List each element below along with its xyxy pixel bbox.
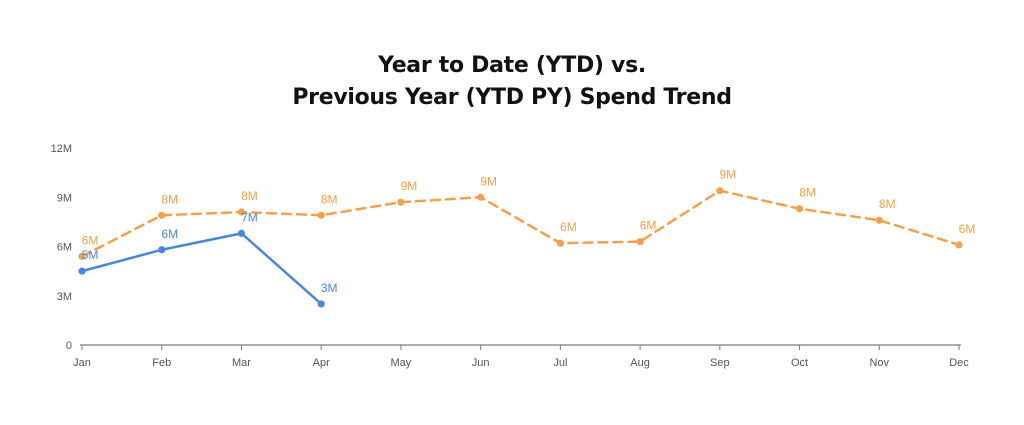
series-1-point [397,198,405,206]
series-1-point [317,211,325,219]
x-tick-label: Jul [553,357,567,369]
series-1-data-label: 8M [161,192,178,206]
series-1-point [955,241,963,249]
chart-title: Year to Date (YTD) vs. Previous Year (YT… [0,50,1024,114]
x-tick-label: Apr [313,357,330,369]
series-1-data-label: 9M [401,179,418,193]
series-2-data-label: 6M [161,227,178,241]
x-tick-label: Oct [791,357,808,369]
series-1-point [875,216,883,224]
series-1-data-label: 8M [799,186,816,200]
x-tick-label: Sep [710,357,730,369]
series-1-data-label: 6M [560,220,577,234]
x-tick-label: Dec [949,357,969,369]
x-tick-label: Nov [869,357,889,369]
chart-title-line-1: Year to Date (YTD) vs. [378,53,646,78]
y-tick-label: 0 [66,340,72,352]
series-2-point [237,229,246,237]
series-1-point [716,187,724,195]
series-1-point [556,239,564,247]
chart-title-line-2: Previous Year (YTD PY) Spend Trend [292,85,732,110]
y-tick-label: 12M [51,143,72,155]
series-1-data-label: 6M [959,222,976,236]
series-1-point [795,205,804,213]
axes: 0 3M 6M 9M 12M Jan Feb Mar Apr May Jun Jul Aug Sep Oct… [51,143,970,369]
y-tick-label: 9M [57,192,72,204]
series-1-data-label: 8M [241,189,258,203]
series-1-data-label: 8M [879,197,896,211]
series-2-point [317,300,325,308]
x-tick-label: May [391,357,412,369]
series-1-data-label: 9M [480,174,497,188]
series-2-data-label: 7M [241,210,258,224]
series-1-point [237,208,246,216]
y-tick-label: 6M [57,242,72,254]
series-1-point [477,193,485,201]
series-2-data-label: 3M [321,281,338,295]
series-layer [78,187,963,308]
series-1-point [158,211,166,219]
x-tick-label: Jun [472,357,490,369]
series-1-data-label: 6M [640,219,657,233]
series-line-1 [80,189,961,258]
series-1-data-label: 6M [82,233,99,247]
series-1-data-label: 8M [321,192,338,206]
x-tick-label: Mar [232,357,251,369]
series-1-data-label: 9M [719,168,736,182]
series-2-data-label: 5M [82,248,99,262]
series-2-point [158,246,166,254]
series-1-point [636,237,644,246]
series-2-point [78,267,86,275]
y-tick-label: 3M [57,291,72,303]
x-tick-label: Aug [630,357,650,369]
series-line-2 [80,232,323,306]
x-tick-label: Jan [73,357,91,369]
series-1-point [78,252,86,260]
x-tick-label: Feb [152,357,171,369]
